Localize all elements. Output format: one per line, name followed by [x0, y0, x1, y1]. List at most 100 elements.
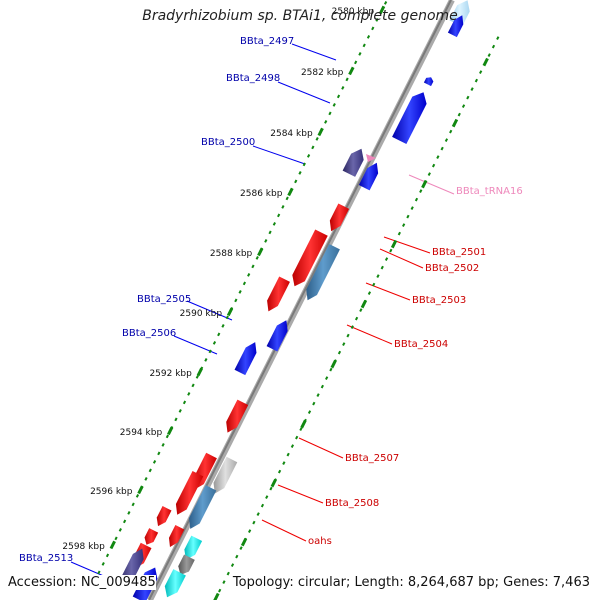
- gene-arrow: [164, 569, 186, 598]
- outer-tick-dot: [380, 265, 384, 270]
- inner-tick-dot: [97, 570, 101, 575]
- major-tick: [348, 66, 355, 76]
- outer-tick-dot: [436, 155, 440, 159]
- major-tick: [378, 5, 386, 15]
- gene-arrow: [329, 203, 350, 232]
- gene-label: BBta_2505: [137, 294, 191, 305]
- label-leader-line: [261, 519, 307, 542]
- outer-tick-dot: [397, 231, 401, 236]
- gene-arrow: [213, 456, 238, 494]
- inner-tick-dot: [178, 409, 182, 413]
- inner-tick-dot: [217, 332, 221, 337]
- outer-tick-dot: [222, 580, 226, 584]
- gene-label: BBta_2508: [325, 498, 379, 509]
- gene-label: BBta_2513: [19, 553, 73, 564]
- major-tick: [213, 592, 220, 600]
- inner-tick-dot: [101, 562, 105, 566]
- gene-label: BBta_2504: [394, 339, 448, 350]
- inner-tick-dot: [105, 553, 110, 558]
- gene-arrow: [342, 148, 364, 177]
- gene-label: BBta_tRNA16: [456, 186, 523, 197]
- label-leader-line: [186, 300, 233, 321]
- outer-tick-dot: [389, 248, 393, 253]
- inner-tick-dot: [332, 103, 336, 107]
- inner-tick-dot: [345, 77, 349, 82]
- outer-tick-dot: [230, 563, 235, 567]
- outer-tick-dot: [496, 36, 500, 40]
- inner-tick-dot: [114, 536, 118, 541]
- inner-tick-dot: [306, 154, 311, 158]
- inner-tick-dot: [371, 26, 375, 31]
- outer-tick-dot: [402, 223, 406, 227]
- gene-label: BBta_2506: [122, 328, 176, 339]
- outer-tick-dot: [252, 520, 256, 525]
- outer-tick-dot: [406, 214, 410, 219]
- inner-tick-dot: [174, 417, 178, 422]
- outer-tick-dot: [282, 461, 286, 465]
- inner-tick-dot: [336, 94, 341, 99]
- outer-tick-dot: [256, 512, 260, 516]
- major-tick: [482, 57, 489, 67]
- inner-tick-dot: [354, 60, 358, 65]
- major-tick: [330, 359, 337, 369]
- inner-tick-dot: [212, 341, 217, 345]
- outer-tick-dot: [325, 376, 329, 380]
- tick-label: 2582 kbp: [301, 68, 344, 78]
- label-leader-line: [383, 236, 431, 254]
- label-leader-line: [252, 145, 306, 165]
- major-tick: [109, 540, 116, 550]
- inner-tick-dot: [221, 324, 225, 328]
- label-leader-line: [277, 81, 331, 104]
- gene-arrow: [226, 399, 249, 433]
- inner-tick-dot: [366, 35, 371, 39]
- outer-tick-dot: [226, 571, 230, 576]
- gene-label: BBta_2502: [425, 263, 479, 274]
- inner-tick-dot: [328, 111, 332, 116]
- gene-label: BBta_2497: [240, 36, 294, 47]
- inner-tick-dot: [157, 451, 161, 456]
- inner-tick-dot: [324, 120, 328, 124]
- gene-arrow: [184, 535, 203, 560]
- outer-tick-dot: [260, 503, 265, 508]
- gene-arrow: [178, 554, 195, 576]
- tick-label: 2588 kbp: [210, 249, 253, 259]
- inner-tick-dot: [298, 171, 302, 175]
- inner-tick-dot: [165, 434, 170, 439]
- tick-label: 2586 kbp: [240, 189, 283, 199]
- outer-tick-dot: [307, 410, 312, 414]
- gene-arrow: [234, 342, 257, 376]
- tick-label: 2584 kbp: [270, 129, 313, 139]
- outer-tick-dot: [248, 529, 252, 533]
- outer-tick-dot: [457, 112, 461, 117]
- accession-text: Accession: NC_009485: [8, 575, 156, 590]
- outer-tick-dot: [312, 401, 316, 406]
- tick-label: 2590 kbp: [180, 309, 223, 319]
- inner-tick-dot: [383, 1, 388, 5]
- label-leader-line: [298, 437, 344, 459]
- inner-tick-dot: [152, 460, 157, 464]
- outer-tick-dot: [239, 546, 243, 550]
- inner-tick-dot: [277, 213, 281, 218]
- outer-tick-dot: [470, 87, 474, 91]
- gene-arrow: [144, 528, 159, 545]
- outer-tick-dot: [440, 146, 444, 151]
- inner-tick-dot: [195, 375, 199, 379]
- gene-arrow: [423, 77, 434, 87]
- gene-arrow: [358, 162, 379, 191]
- major-tick: [226, 307, 234, 317]
- label-leader-line: [346, 324, 393, 345]
- inner-tick-dot: [127, 511, 131, 515]
- outer-tick-dot: [295, 435, 299, 440]
- label-leader-line: [408, 174, 455, 195]
- gene-label: BBta_2507: [345, 453, 399, 464]
- outer-tick-dot: [277, 469, 282, 474]
- tick-label: 2598 kbp: [62, 542, 105, 552]
- tick-label: 2580 kbp: [332, 7, 375, 17]
- major-tick: [287, 187, 294, 197]
- outer-tick-dot: [410, 206, 414, 210]
- inner-tick-dot: [362, 43, 366, 48]
- outer-tick-dot: [359, 308, 363, 312]
- gene-arrow: [392, 92, 427, 145]
- major-tick: [167, 426, 174, 436]
- gene-arrow: [266, 320, 288, 352]
